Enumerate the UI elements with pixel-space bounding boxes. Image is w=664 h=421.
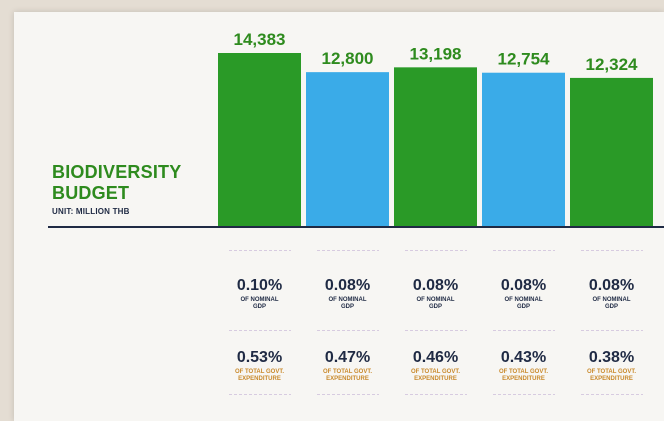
gdp-share-label: OF NOMINAL GDP: [592, 297, 631, 310]
bar-value-label-4: 12,754: [498, 50, 551, 69]
separator-line: [404, 250, 467, 251]
expenditure-share-3: 0.46% OF TOTAL GOVT. EXPENDITURE: [396, 349, 476, 383]
unit-label: UNIT: MILLION THB: [52, 207, 130, 216]
gdp-share-1: 0.10% OF NOMINAL GDP: [220, 277, 300, 311]
gdp-share-value: 0.08%: [500, 277, 547, 294]
separator-line: [316, 394, 379, 395]
bar-value-label-2: 12,800: [322, 49, 374, 68]
gdp-share-value: 0.08%: [324, 277, 371, 294]
expenditure-share-label: OF TOTAL GOVT. EXPENDITURE: [410, 369, 460, 382]
separator-line: [228, 250, 291, 251]
expenditure-share-2: 0.47% OF TOTAL GOVT. EXPENDITURE: [308, 349, 388, 383]
bar-value-label-5: 12,324: [586, 55, 639, 74]
gdp-share-value: 0.08%: [412, 277, 459, 294]
separator-line: [316, 330, 379, 331]
gdp-share-label: OF NOMINAL GDP: [416, 297, 455, 310]
title-line-2: BUDGET: [52, 183, 130, 203]
bar-3: [394, 67, 477, 228]
bar-value-label-3: 13,198: [410, 44, 462, 63]
separator-line: [404, 394, 467, 395]
expenditure-share-label: OF TOTAL GOVT. EXPENDITURE: [322, 369, 372, 382]
gdp-share-3: 0.08% OF NOMINAL GDP: [396, 277, 476, 311]
title-line-1: BIODIVERSITY: [52, 162, 182, 182]
separator-line: [404, 330, 467, 331]
expenditure-share-label: OF TOTAL GOVT. EXPENDITURE: [498, 369, 548, 382]
expenditure-share-value: 0.46%: [412, 349, 459, 366]
gdp-share-5: 0.08% OF NOMINAL GDP: [572, 277, 652, 311]
separator-line: [580, 394, 643, 395]
bar-2: [306, 72, 389, 227]
bar-value-label-1: 14,383: [234, 30, 286, 49]
gdp-share-label: OF NOMINAL GDP: [328, 297, 367, 310]
gdp-share-4: 0.08% OF NOMINAL GDP: [484, 277, 564, 311]
gdp-share-value: 0.10%: [236, 277, 283, 294]
separator-line: [228, 330, 291, 331]
expenditure-share-value: 0.53%: [236, 349, 283, 366]
expenditure-share-1: 0.53% OF TOTAL GOVT. EXPENDITURE: [220, 349, 300, 383]
separator-line: [492, 394, 555, 395]
expenditure-share-5: 0.38% OF TOTAL GOVT. EXPENDITURE: [572, 349, 652, 383]
bar-1: [218, 53, 301, 227]
chart-title: BIODIVERSITY BUDGET: [52, 162, 181, 204]
gdp-share-label: OF NOMINAL GDP: [504, 297, 543, 310]
gdp-share-2: 0.08% OF NOMINAL GDP: [308, 277, 388, 311]
bar-5: [570, 77, 653, 227]
separator-line: [492, 330, 555, 331]
bar-4: [482, 72, 565, 227]
separator-line: [580, 250, 643, 251]
expenditure-share-4: 0.43% OF TOTAL GOVT. EXPENDITURE: [484, 349, 564, 383]
expenditure-share-label: OF TOTAL GOVT. EXPENDITURE: [586, 369, 636, 382]
expenditure-share-value: 0.43%: [500, 349, 547, 366]
expenditure-share-value: 0.38%: [588, 349, 635, 366]
separator-line: [316, 250, 379, 251]
gdp-share-value: 0.08%: [588, 277, 635, 294]
separator-line: [580, 330, 643, 331]
expenditure-share-label: OF TOTAL GOVT. EXPENDITURE: [234, 369, 284, 382]
separator-line: [492, 250, 555, 251]
gdp-share-label: OF NOMINAL GDP: [240, 297, 279, 310]
expenditure-share-value: 0.47%: [324, 349, 371, 366]
separator-line: [228, 394, 291, 395]
